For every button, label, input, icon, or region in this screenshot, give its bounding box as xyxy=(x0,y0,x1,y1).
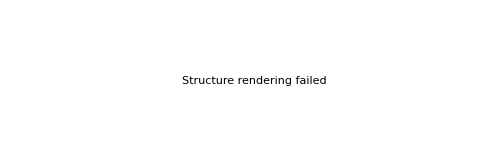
Text: Structure rendering failed: Structure rendering failed xyxy=(182,76,326,86)
